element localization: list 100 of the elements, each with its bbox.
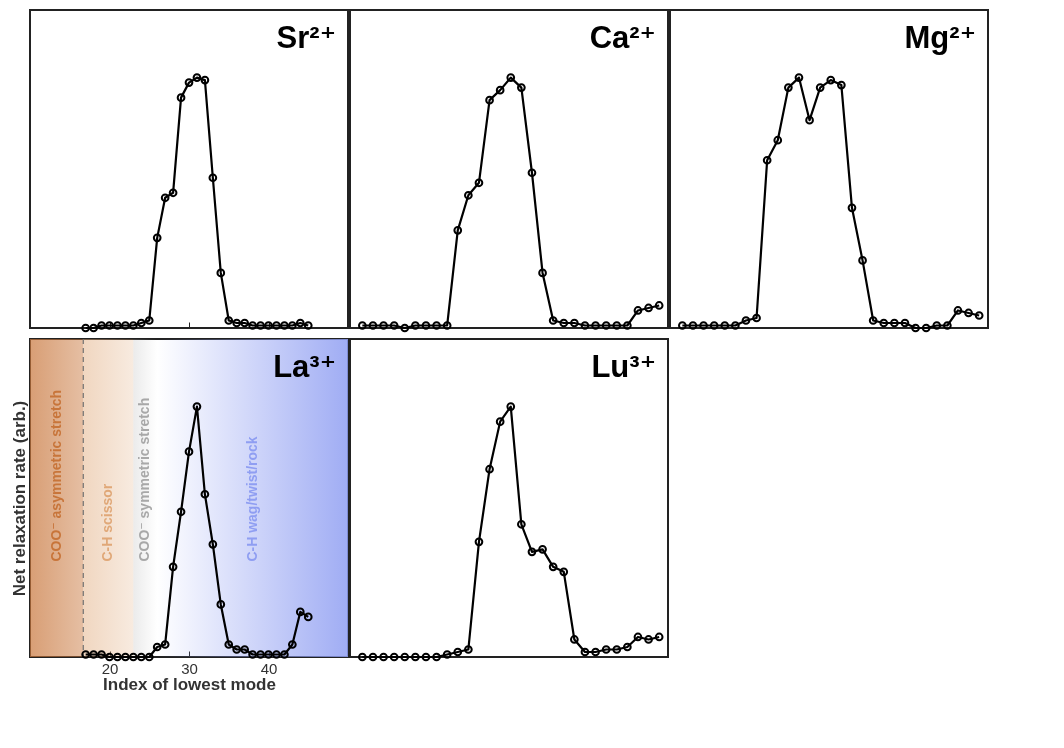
point bbox=[97, 321, 106, 330]
point bbox=[432, 321, 441, 330]
point bbox=[752, 313, 761, 323]
point bbox=[144, 316, 154, 325]
point bbox=[921, 323, 931, 333]
chart-title: Lu³⁺ bbox=[591, 349, 656, 384]
point bbox=[559, 318, 569, 328]
point bbox=[784, 83, 793, 92]
point bbox=[644, 635, 653, 644]
point bbox=[911, 323, 920, 333]
point bbox=[517, 83, 526, 92]
point bbox=[432, 652, 441, 662]
point bbox=[538, 544, 547, 554]
point bbox=[741, 316, 751, 325]
point bbox=[389, 321, 399, 330]
point bbox=[485, 95, 494, 105]
point bbox=[837, 80, 846, 90]
point bbox=[240, 318, 249, 328]
point bbox=[720, 321, 730, 330]
point bbox=[224, 640, 234, 649]
point bbox=[113, 321, 122, 330]
point bbox=[200, 75, 210, 85]
point bbox=[731, 321, 740, 330]
point bbox=[527, 168, 537, 178]
point bbox=[633, 632, 643, 642]
point bbox=[256, 321, 265, 330]
point bbox=[773, 135, 783, 145]
point bbox=[453, 226, 463, 235]
point bbox=[591, 321, 600, 330]
point bbox=[379, 652, 388, 662]
band-label: COO⁻ asymmetric stretch bbox=[47, 390, 64, 562]
point bbox=[538, 268, 547, 278]
point bbox=[280, 321, 289, 330]
point bbox=[295, 607, 305, 617]
point bbox=[964, 308, 973, 318]
point bbox=[794, 73, 804, 82]
point bbox=[612, 645, 622, 654]
point bbox=[105, 652, 114, 662]
point bbox=[633, 306, 643, 315]
point bbox=[453, 647, 463, 657]
point bbox=[805, 115, 814, 125]
point bbox=[216, 600, 226, 609]
x-tick-label: 30 bbox=[181, 659, 198, 677]
point bbox=[136, 652, 146, 662]
point bbox=[400, 652, 410, 662]
x-tick-label: 20 bbox=[101, 659, 119, 677]
point bbox=[517, 519, 526, 529]
point bbox=[890, 318, 899, 328]
band-label: C-H wag/twist/rock bbox=[243, 436, 260, 562]
point bbox=[152, 642, 162, 652]
point bbox=[442, 650, 452, 659]
point bbox=[411, 652, 420, 662]
point bbox=[580, 647, 590, 657]
point bbox=[368, 321, 378, 330]
point bbox=[192, 402, 202, 411]
point bbox=[548, 316, 558, 325]
point bbox=[464, 190, 473, 200]
y-axis-title: Net relaxation rate (arb.) bbox=[9, 400, 29, 597]
point bbox=[548, 562, 558, 572]
point bbox=[176, 507, 186, 517]
point bbox=[506, 73, 516, 82]
point bbox=[506, 402, 516, 411]
point bbox=[623, 321, 632, 330]
point bbox=[160, 193, 170, 203]
point bbox=[240, 645, 249, 654]
point bbox=[932, 321, 942, 330]
point bbox=[248, 321, 257, 330]
point bbox=[591, 647, 600, 657]
point bbox=[256, 650, 265, 659]
point bbox=[129, 652, 138, 662]
point bbox=[160, 640, 170, 649]
point bbox=[368, 652, 378, 662]
point bbox=[485, 464, 494, 474]
point bbox=[688, 321, 698, 330]
point bbox=[168, 562, 178, 572]
point bbox=[379, 321, 388, 330]
point bbox=[264, 650, 273, 659]
point bbox=[232, 318, 242, 328]
point bbox=[879, 318, 889, 328]
point bbox=[400, 323, 410, 333]
point bbox=[815, 83, 825, 92]
point bbox=[495, 417, 505, 426]
point bbox=[288, 321, 297, 330]
chart-title: Sr²⁺ bbox=[276, 20, 336, 55]
point bbox=[570, 318, 579, 328]
point bbox=[216, 268, 226, 278]
point bbox=[868, 316, 878, 325]
point bbox=[89, 650, 98, 659]
point bbox=[826, 75, 836, 85]
point bbox=[709, 321, 719, 330]
point bbox=[184, 447, 194, 457]
point bbox=[176, 93, 186, 102]
point bbox=[248, 650, 257, 659]
point bbox=[89, 323, 98, 333]
point bbox=[295, 318, 305, 328]
point bbox=[623, 642, 632, 652]
point bbox=[288, 640, 297, 649]
x-tick-label: 40 bbox=[260, 659, 278, 677]
point bbox=[97, 650, 106, 659]
chart-title: Mg²⁺ bbox=[904, 20, 976, 55]
